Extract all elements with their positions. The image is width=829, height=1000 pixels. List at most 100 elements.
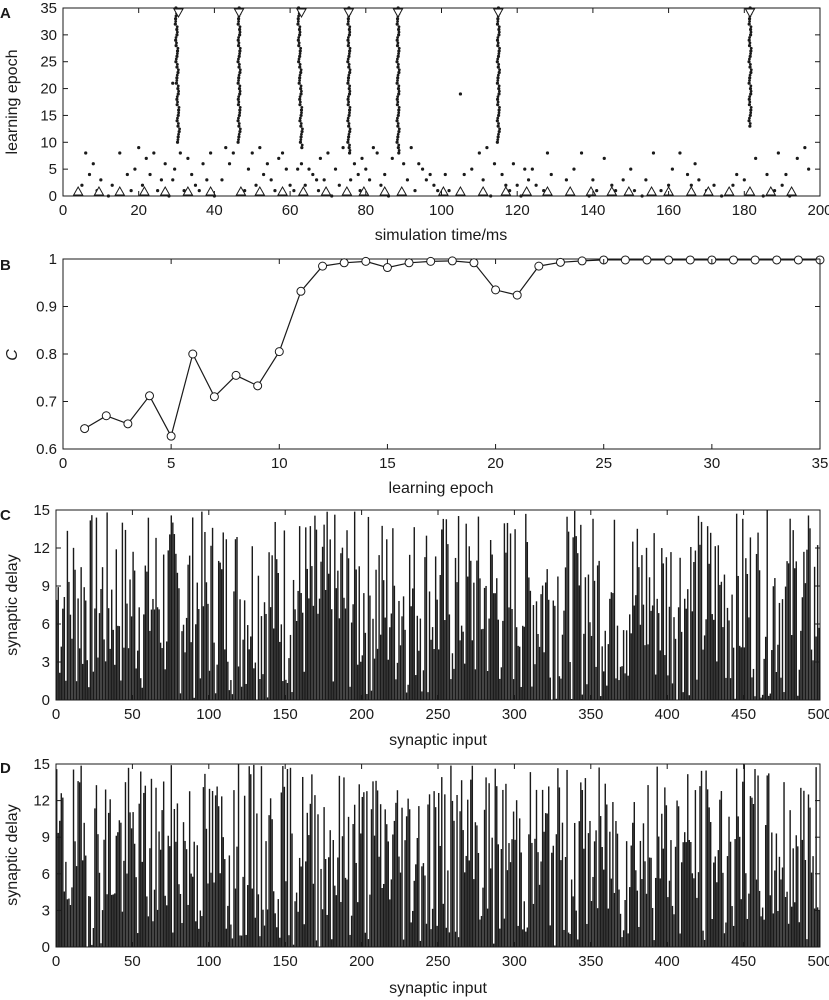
delay-bar xyxy=(245,683,247,700)
spike-dot xyxy=(348,46,352,50)
delay-bar xyxy=(606,685,608,700)
delay-bar xyxy=(584,778,587,947)
delay-bar xyxy=(448,614,451,700)
spike-dot xyxy=(238,105,242,109)
spike-dot xyxy=(298,52,302,56)
delay-bar xyxy=(207,603,209,700)
spike-dot xyxy=(258,146,262,150)
delay-bar xyxy=(292,944,295,947)
delay-bar xyxy=(250,774,252,947)
delay-bar xyxy=(624,673,626,700)
delay-bar xyxy=(656,766,658,947)
spike-dot xyxy=(346,36,350,39)
delay-bar xyxy=(537,852,539,947)
spike-dot xyxy=(110,183,114,187)
delay-bar xyxy=(751,797,753,947)
delay-bar xyxy=(760,697,762,700)
delay-bar xyxy=(653,533,655,700)
delay-bar xyxy=(589,820,591,947)
delay-bar xyxy=(243,795,246,947)
delay-bar xyxy=(673,617,675,700)
spike-dot xyxy=(396,54,400,58)
input-spike-triangle xyxy=(455,185,466,196)
delay-bar xyxy=(653,940,655,947)
spike-dot xyxy=(748,79,751,82)
delay-bar xyxy=(130,616,133,700)
spike-dot xyxy=(497,113,501,118)
delay-bar xyxy=(720,791,723,947)
delay-bar xyxy=(648,577,651,700)
delay-bar xyxy=(749,796,752,947)
delay-bar xyxy=(373,658,376,700)
spike-dot xyxy=(175,33,179,37)
spike-dot xyxy=(420,167,425,171)
delay-bar xyxy=(567,531,570,700)
delay-bar xyxy=(376,648,379,700)
delay-bar xyxy=(561,634,564,700)
spike-dot xyxy=(297,81,301,85)
delay-bar xyxy=(422,670,425,700)
delay-bar xyxy=(677,806,680,947)
delay-bar xyxy=(266,909,269,947)
target-spike-triangle xyxy=(233,8,245,19)
spike-dot xyxy=(748,20,751,23)
spike-dot xyxy=(224,146,228,150)
delay-bar xyxy=(247,885,249,947)
spike-dot xyxy=(632,189,637,193)
delay-bar xyxy=(532,903,535,947)
input-spike-triangle xyxy=(542,185,553,196)
delay-bar xyxy=(159,849,162,947)
delay-bar xyxy=(680,631,683,700)
spike-dot xyxy=(511,162,516,166)
spike-dot xyxy=(298,65,302,69)
delay-bar xyxy=(405,816,408,947)
spike-dot xyxy=(497,84,501,88)
x-axis-label: simulation time/ms xyxy=(375,227,507,244)
x-tick-label: 20 xyxy=(130,202,147,219)
delay-bar xyxy=(587,574,590,700)
delay-bar xyxy=(185,617,188,700)
spike-dot xyxy=(693,162,697,166)
delay-bar xyxy=(438,792,440,947)
spike-dot xyxy=(784,172,788,177)
spike-dot xyxy=(298,25,302,29)
spike-dot xyxy=(87,172,92,177)
x-tick-label: 0 xyxy=(59,455,67,472)
delay-bar xyxy=(740,647,742,700)
delay-bar xyxy=(156,607,159,700)
input-spike-triangle xyxy=(723,185,735,196)
delay-bar xyxy=(485,585,487,700)
data-point xyxy=(577,256,587,266)
delay-bar xyxy=(94,808,96,947)
spike-dot xyxy=(458,92,463,96)
delay-bar xyxy=(450,765,452,947)
spike-dot xyxy=(496,116,500,120)
input-spike-triangle xyxy=(277,185,288,196)
delay-bar xyxy=(491,554,493,700)
delay-bar xyxy=(254,917,257,947)
delay-bar xyxy=(97,834,99,947)
delay-bar xyxy=(408,554,411,700)
delay-bar xyxy=(272,891,275,947)
delay-bar xyxy=(178,884,180,947)
delay-bar xyxy=(540,594,542,700)
delay-bar xyxy=(471,765,474,947)
raster-marks xyxy=(72,6,811,198)
delay-bar xyxy=(109,799,111,947)
spike-dot xyxy=(397,148,401,152)
delay-bar xyxy=(659,878,661,947)
spike-dot xyxy=(747,97,751,101)
delay-bar xyxy=(451,800,454,947)
delay-bar xyxy=(763,919,765,947)
delay-bar xyxy=(467,576,469,700)
delay-bar xyxy=(364,932,367,947)
x-axis-ticks: 0 50 100 150 200 250 300 350 400 450 500 xyxy=(52,510,829,723)
delay-bar xyxy=(176,572,179,700)
delay-bar xyxy=(486,908,489,947)
delay-bar xyxy=(162,554,165,700)
delay-bar xyxy=(332,840,334,947)
delay-bar xyxy=(441,529,443,700)
delay-bar xyxy=(427,692,429,700)
delay-bar xyxy=(71,887,73,947)
x-axis-ticks: 0 20 40 60 80 100 120 140 160 180 200 xyxy=(59,8,829,219)
